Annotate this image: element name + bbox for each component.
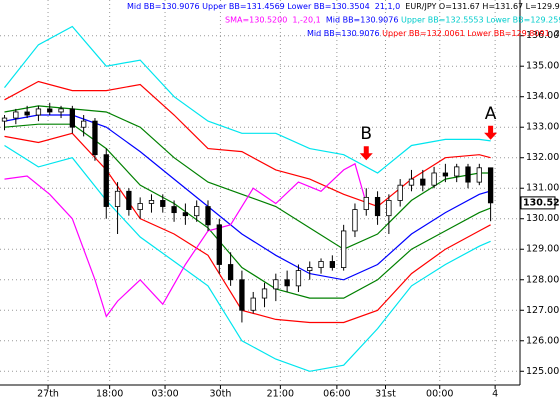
candle-body xyxy=(160,200,166,207)
candle-body xyxy=(329,261,335,268)
x-tick-label: 30th xyxy=(210,389,232,400)
candle-body xyxy=(250,297,256,311)
candle-body xyxy=(442,172,449,177)
x-tick-label: 18:00 xyxy=(96,389,123,400)
header-segment: SMA=130.5200 1,-20,1 xyxy=(225,15,321,24)
header-segment: Mid BB=130.9076 xyxy=(321,15,401,24)
header-segment: Mid BB=130.9076 Upper BB=131.4569 Lower … xyxy=(127,2,400,11)
header-text: SMA=130.5200 1,-20,1 Mid BB=130.9076 Upp… xyxy=(225,15,560,24)
candle-body xyxy=(227,264,234,281)
candle-body xyxy=(352,209,358,232)
candle-body xyxy=(194,206,200,217)
candle-body xyxy=(182,212,189,217)
candle-body xyxy=(454,166,460,177)
y-tick-label: 127.00 xyxy=(526,305,559,316)
candle-body xyxy=(35,108,42,116)
candle-body xyxy=(103,154,109,207)
header-segment: Upper BB=132.5553 Lower BB=129.2599 xyxy=(401,15,560,24)
annotation-arrow xyxy=(484,125,498,140)
x-tick-label: 00:00 xyxy=(426,389,453,400)
indicator-line xyxy=(4,162,367,318)
annotation-arrow xyxy=(359,146,373,161)
x-tick-label: 03:00 xyxy=(151,389,178,400)
candle-body xyxy=(408,178,415,186)
candle-body xyxy=(363,196,369,210)
candle-body xyxy=(126,190,132,210)
labels: 136.00 135.00 134.00 133.00 132.00 131.00 130.… xyxy=(37,2,560,400)
y-tick-label: 131.00 xyxy=(526,183,559,194)
candle-body xyxy=(273,279,279,290)
header-segment: Mid BB=130.9076 xyxy=(307,29,382,38)
y-tick-label: 128.00 xyxy=(526,274,559,285)
candle-body xyxy=(261,288,268,299)
candle-body xyxy=(114,190,121,207)
indicator-line xyxy=(4,80,491,208)
x-tick-label: 31st xyxy=(375,389,396,400)
header-text: Mid BB=130.9076 Upper BB=131.4569 Lower … xyxy=(127,2,560,11)
price-tag-label: 130.52 xyxy=(523,197,560,208)
indicator-line xyxy=(4,105,491,250)
candle-body xyxy=(216,224,222,265)
candle-body xyxy=(318,261,324,268)
candle-body xyxy=(420,178,426,186)
price-tag xyxy=(520,196,556,210)
y-tick-label: 132.00 xyxy=(526,152,559,163)
candle-body xyxy=(58,108,64,113)
candle-body xyxy=(386,200,392,217)
candle-body xyxy=(374,196,381,217)
candle-body xyxy=(239,279,245,311)
annotation-label: B xyxy=(360,124,372,144)
x-tick-label: 21:00 xyxy=(267,389,294,400)
y-tick-label: 129.00 xyxy=(526,244,559,255)
x-tick-label: 27th xyxy=(37,389,59,400)
y-tick-label: 126.00 xyxy=(526,335,559,346)
candle-body xyxy=(47,108,53,113)
candle-body xyxy=(284,279,290,287)
header-segment: 21,2,0 xyxy=(550,29,560,38)
candle-body xyxy=(397,184,403,201)
candle-body xyxy=(24,111,30,116)
indicator-line xyxy=(4,144,491,372)
y-tick-label: 130.00 xyxy=(526,213,559,224)
candle-body xyxy=(137,203,143,210)
y-tick-label: 134.00 xyxy=(526,91,559,102)
annotation-label: A xyxy=(485,104,497,124)
indicator-line xyxy=(4,114,491,281)
indicator-line xyxy=(4,25,491,174)
header-text: Mid BB=130.9076 Upper BB=132.0061 Lower … xyxy=(307,29,560,38)
indicator-line xyxy=(4,123,491,299)
y-tick-label: 135.00 xyxy=(526,61,559,72)
candle-body xyxy=(81,120,87,128)
candle-body xyxy=(307,267,313,271)
x-tick-label: 4 xyxy=(492,389,498,400)
x-tick-label: 06:00 xyxy=(323,389,350,400)
y-tick-label: 125.00 xyxy=(526,366,559,377)
plot xyxy=(1,25,494,372)
candle-body xyxy=(476,167,482,183)
candle-body xyxy=(487,167,494,204)
candle-body xyxy=(465,166,471,183)
candle-body xyxy=(431,172,437,186)
candle-body xyxy=(205,206,211,226)
candle-body xyxy=(1,117,8,122)
candle-body xyxy=(295,270,302,287)
candle-body xyxy=(148,200,155,204)
grid xyxy=(0,0,520,385)
y-tick-label: 136.00 xyxy=(526,30,559,41)
header-segment: Upper BB=132.0061 Lower BB=129.8091 xyxy=(382,29,550,38)
candle-body xyxy=(69,108,75,128)
header-segment: EUR/JPY O=131.67 H=131.67 L=129.92 C=130… xyxy=(400,2,560,11)
candle-body xyxy=(341,230,347,268)
candle-body xyxy=(92,120,98,156)
candle-body xyxy=(171,206,177,214)
y-tick-label: 133.00 xyxy=(526,122,559,133)
indicator-line xyxy=(4,132,491,324)
candle-body xyxy=(13,111,19,119)
